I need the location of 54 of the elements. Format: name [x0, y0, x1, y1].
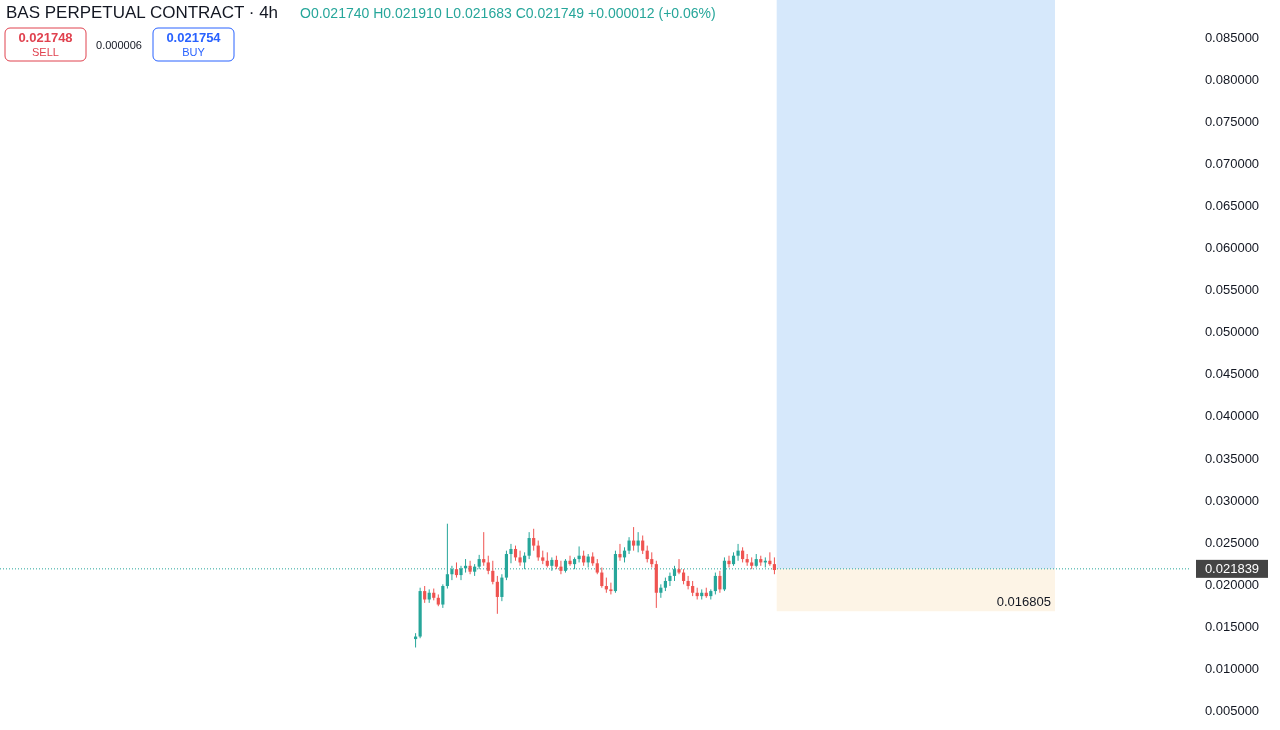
annotation: SELL — [32, 46, 59, 58]
y-tick-label: 0.025000 — [1204, 534, 1260, 550]
candlestick — [659, 583, 663, 599]
ref-line-label: 0.021839 — [1204, 561, 1260, 577]
candlestick — [713, 572, 717, 595]
candlestick — [686, 575, 690, 590]
candlestick — [518, 550, 522, 567]
candlestick — [445, 523, 449, 590]
y-tick-label: 0.050000 — [1204, 324, 1260, 340]
annotation: 0.021748 — [18, 30, 73, 45]
y-tick-label: 0.065000 — [1204, 197, 1260, 213]
y-tick-label: 0.055000 — [1204, 282, 1260, 298]
candlestick — [500, 573, 504, 602]
y-tick-label: 0.040000 — [1204, 408, 1260, 424]
candlestick — [495, 575, 499, 615]
candlestick — [559, 560, 563, 575]
candlestick — [532, 528, 536, 552]
y-tick-label: 0.045000 — [1204, 366, 1260, 382]
candlestick — [509, 543, 513, 564]
y-tick-label: 0.005000 — [1204, 703, 1260, 719]
candlestick — [486, 555, 490, 575]
band-label: 0.016805 — [996, 594, 1051, 610]
candlestick — [618, 543, 622, 562]
candlestick — [600, 567, 604, 589]
candlestick — [459, 565, 463, 581]
y-tick-label: 0.030000 — [1204, 492, 1260, 508]
candlestick — [727, 555, 731, 568]
candlestick — [641, 535, 645, 555]
candlestick — [568, 555, 572, 567]
y-tick-label: 0.020000 — [1204, 576, 1260, 592]
annotation: 0.000006 — [96, 39, 142, 51]
y-tick-label: 0.060000 — [1204, 240, 1260, 256]
candlestick — [527, 531, 531, 560]
y-tick-label: 0.075000 — [1204, 113, 1260, 129]
annotation: O0.021740 H0.021910 L0.021683 C0.021749 +0.000012 (+0.06%) — [300, 5, 716, 21]
candlestick — [668, 572, 672, 587]
candlestick — [632, 526, 636, 552]
y-tick-label: 0.015000 — [1204, 618, 1260, 634]
y-tick-label: 0.080000 — [1204, 71, 1260, 87]
candlestick — [636, 531, 640, 553]
candlestick — [677, 558, 681, 575]
candlestick — [468, 560, 472, 575]
y-tick-label: 0.070000 — [1204, 155, 1260, 171]
y-tick-label: 0.085000 — [1204, 29, 1260, 45]
annotation: BUY — [182, 46, 206, 58]
y-tick-label: 0.035000 — [1204, 450, 1260, 466]
candlestick — [736, 543, 740, 562]
candlestick — [718, 570, 722, 594]
annotation: 0.021754 — [166, 30, 222, 45]
candlestick — [491, 560, 495, 585]
candlestick — [609, 582, 613, 595]
chart-title: BAS PERPETUAL CONTRACT · 4h — [6, 3, 279, 22]
y-tick-label: 0.010000 — [1204, 661, 1260, 677]
candlestick — [441, 583, 445, 609]
